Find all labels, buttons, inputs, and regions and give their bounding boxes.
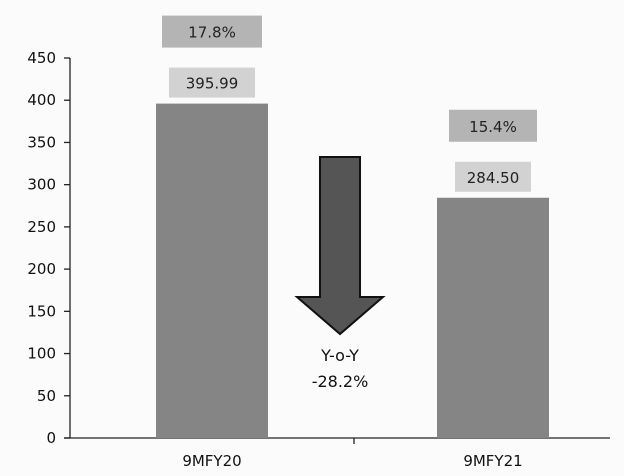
y-tick-label: 300	[27, 176, 56, 194]
y-tick-label: 150	[27, 302, 56, 320]
x-category-label: 9MFY21	[463, 452, 522, 470]
bar	[156, 103, 268, 438]
down-arrow-icon	[294, 156, 386, 336]
yoy-label: Y-o-Y	[320, 346, 359, 365]
percent-label-box	[162, 15, 262, 48]
yoy-change-value: -28.2%	[312, 372, 369, 391]
value-label-box	[455, 161, 531, 192]
percent-label: 17.8%	[188, 24, 236, 42]
down-arrow-shape	[294, 156, 386, 336]
y-tick-label: 200	[27, 260, 56, 278]
y-tick-label: 350	[27, 133, 56, 151]
bar	[437, 197, 549, 438]
y-tick-label: 450	[27, 49, 56, 67]
value-label: 284.50	[467, 169, 520, 187]
value-label-box	[169, 67, 255, 98]
y-tick-label: 400	[27, 91, 56, 109]
percent-label: 15.4%	[469, 118, 517, 136]
y-axis-ticks: 0 50 100 150 200 250 300 350 400 450	[27, 49, 355, 447]
value-label: 395.99	[186, 75, 239, 93]
x-category-label: 9MFY20	[182, 452, 241, 470]
percent-label-box	[449, 109, 537, 142]
y-tick-label: 250	[27, 218, 56, 236]
y-tick-label: 0	[46, 429, 56, 447]
bars	[156, 103, 549, 438]
y-tick-label: 50	[37, 387, 56, 405]
bar-labels: 9MFY20 395.99 17.8% 9MFY21 284.50 15.4%	[162, 15, 537, 470]
y-tick-label: 100	[27, 345, 56, 363]
